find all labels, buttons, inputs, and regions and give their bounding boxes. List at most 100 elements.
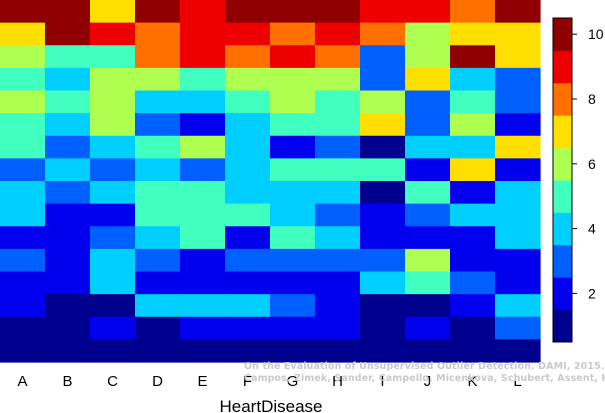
heatmap-cell-F-13 — [225, 271, 271, 295]
heatmap-cell-J-14 — [405, 294, 451, 318]
heatmap-cell-J-7 — [405, 135, 451, 159]
heatmap-cell-D-16 — [135, 339, 181, 363]
heatmap-cell-E-8 — [180, 158, 226, 182]
x-tick-label-D: D — [152, 373, 163, 390]
heatmap-cell-L-5 — [495, 90, 541, 114]
heatmap-cell-E-2 — [180, 22, 226, 46]
heatmap-cell-I-9 — [360, 181, 406, 205]
heatmap-cell-D-10 — [135, 203, 181, 227]
heatmap-cell-I-13 — [360, 271, 406, 295]
heatmap-cell-J-1 — [405, 0, 451, 24]
heatmap-cell-C-9 — [90, 181, 136, 205]
heatmap-cell-C-2 — [90, 22, 136, 46]
heatmap-cell-G-11 — [270, 226, 316, 250]
heatmap-cell-H-13 — [315, 271, 361, 295]
heatmap-cell-G-16 — [270, 339, 316, 363]
heatmap-cell-I-2 — [360, 22, 406, 46]
colorbar-tick-label-10: 10 — [588, 26, 604, 42]
heatmap-cell-C-12 — [90, 248, 136, 273]
x-tick-label-A: A — [17, 373, 27, 390]
heatmap-cell-L-11 — [495, 226, 541, 250]
heatmap-cell-I-11 — [360, 226, 406, 250]
heatmap-cell-G-4 — [270, 67, 316, 92]
heatmap-cell-C-6 — [90, 113, 136, 137]
heatmap-cell-F-8 — [225, 158, 271, 182]
heatmap-cell-E-11 — [180, 226, 226, 250]
heatmap-cell-E-9 — [180, 181, 226, 205]
heatmap-cell-I-10 — [360, 203, 406, 227]
heatmap-cell-A-13 — [0, 271, 46, 295]
heatmap-cell-B-11 — [45, 226, 91, 250]
x-axis-label: HeartDisease — [220, 397, 323, 413]
heatmap-cell-K-1 — [450, 0, 496, 24]
heatmap-cell-G-15 — [270, 316, 316, 340]
x-tick-label-L: L — [513, 373, 521, 390]
heatmap-cell-K-12 — [450, 248, 496, 273]
heatmap-cell-B-1 — [45, 0, 91, 24]
heatmap-cell-I-6 — [360, 113, 406, 137]
colorbar-segment-10 — [553, 18, 572, 51]
heatmap-cell-F-1 — [225, 0, 271, 24]
heatmap-cell-F-5 — [225, 90, 271, 114]
heatmap-cell-H-9 — [315, 181, 361, 205]
heatmap-cell-F-7 — [225, 135, 271, 159]
heatmap-cell-D-6 — [135, 113, 181, 137]
heatmap-cell-D-5 — [135, 90, 181, 114]
heatmap-cell-I-7 — [360, 135, 406, 159]
heatmap-cell-L-13 — [495, 271, 541, 295]
heatmap-cell-E-1 — [180, 0, 226, 24]
heatmap-cell-B-9 — [45, 181, 91, 205]
heatmap-cell-L-16 — [495, 339, 541, 363]
heatmap-cell-K-8 — [450, 158, 496, 182]
heatmap-cell-I-8 — [360, 158, 406, 182]
heatmap-cell-F-15 — [225, 316, 271, 340]
heatmap-cell-E-15 — [180, 316, 226, 340]
heatmap-cell-L-7 — [495, 135, 541, 159]
colorbar-segment-2 — [553, 277, 572, 311]
heatmap-cell-L-15 — [495, 316, 541, 340]
heatmap-cell-B-13 — [45, 271, 91, 295]
x-tick-label-C: C — [107, 373, 118, 390]
heatmap-cell-G-12 — [270, 248, 316, 273]
heatmap-cell-H-12 — [315, 248, 361, 273]
heatmap-cell-G-5 — [270, 90, 316, 114]
heatmap-cell-J-16 — [405, 339, 451, 363]
heatmap-cell-D-11 — [135, 226, 181, 250]
heatmap-cell-H-1 — [315, 0, 361, 24]
heatmap-cell-E-5 — [180, 90, 226, 114]
heatmap-cell-G-6 — [270, 113, 316, 137]
heatmap-cell-K-5 — [450, 90, 496, 114]
heatmap-cell-K-10 — [450, 203, 496, 227]
heatmap-cell-L-3 — [495, 45, 541, 69]
colorbar-tick-label-6: 6 — [588, 156, 596, 172]
heatmap-cell-C-7 — [90, 135, 136, 159]
heatmap-cell-J-5 — [405, 90, 451, 114]
heatmap-cell-K-11 — [450, 226, 496, 250]
x-tick-label-F: F — [243, 373, 252, 390]
heatmap-cell-J-15 — [405, 316, 451, 340]
heatmap-cell-J-4 — [405, 67, 451, 92]
heatmap-cell-B-16 — [45, 339, 91, 363]
colorbar-segment-1 — [553, 309, 572, 343]
heatmap-cell-G-1 — [270, 0, 316, 24]
heatmap-cell-J-10 — [405, 203, 451, 227]
x-tick-label-B: B — [62, 373, 72, 390]
heatmap-cell-D-3 — [135, 45, 181, 69]
heatmap-cell-B-4 — [45, 67, 91, 92]
heatmap-cell-A-8 — [0, 158, 46, 182]
heatmap-cell-A-16 — [0, 339, 46, 363]
heatmap-cell-A-10 — [0, 203, 46, 227]
heatmap-cell-L-14 — [495, 294, 541, 318]
heatmap-cell-E-7 — [180, 135, 226, 159]
heatmap-cell-I-14 — [360, 294, 406, 318]
heatmap-cell-D-7 — [135, 135, 181, 159]
colorbar-segment-3 — [553, 244, 572, 278]
heatmap-cell-A-3 — [0, 45, 46, 69]
heatmap-cell-D-13 — [135, 271, 181, 295]
heatmap-cell-L-2 — [495, 22, 541, 46]
heatmap-cell-K-14 — [450, 294, 496, 318]
heatmap-cell-E-6 — [180, 113, 226, 137]
colorbar-segment-5 — [553, 180, 572, 213]
heatmap-cell-C-16 — [90, 339, 136, 363]
